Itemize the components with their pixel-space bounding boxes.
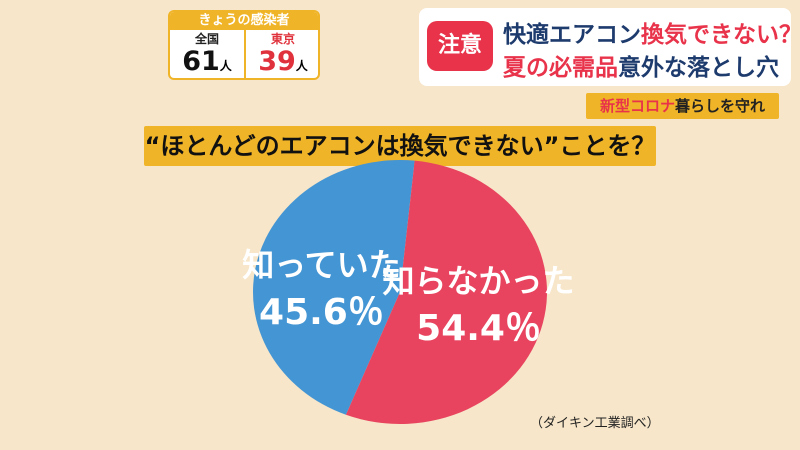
headline-line-1-plain: 快適エアコン [503, 22, 641, 48]
headline-line-2-accent: 夏の必需品 [503, 55, 618, 81]
infection-count-box: きょうの感染者 全国 61人 東京 39人 [168, 10, 320, 80]
national-value: 61 [182, 46, 220, 77]
headline-box: 注意 快適エアコン換気できない？ 夏の必需品意外な落とし穴 [419, 8, 800, 86]
national-count: 全国 61人 [170, 30, 246, 78]
pie-slice-knew [252, 159, 415, 415]
headline-line-1-accent: 換気できない？ [641, 22, 800, 48]
pie-value-did-not-know: 54.4％ [416, 308, 541, 349]
tokyo-value: 39 [258, 46, 296, 77]
pie-label-knew: 知っていた [242, 246, 400, 284]
corner-label-accent: 新型コロナ [599, 97, 675, 115]
caution-badge: 注意 [427, 21, 493, 71]
source-note: （ダイキン工業調べ） [530, 416, 660, 431]
national-unit: 人 [219, 59, 232, 73]
national-label: 全国 [194, 32, 219, 46]
headline-line-2-plain: 意外な落とし穴 [618, 55, 779, 81]
pie-label-did-not-know: 知らなかった [383, 262, 575, 300]
infection-count-title: きょうの感染者 [170, 12, 318, 30]
tokyo-count: 東京 39人 [246, 30, 318, 78]
corner-label: 新型コロナ暮らしを守れ [586, 93, 779, 119]
headline-line-1: 快適エアコン換気できない？ [503, 15, 800, 49]
tokyo-value-row: 39人 [246, 46, 318, 77]
pie-value-knew: 45.6％ [259, 292, 384, 333]
tokyo-label: 東京 [270, 32, 295, 46]
corner-label-rest: 暮らしを守れ [675, 97, 766, 115]
national-value-row: 61人 [170, 47, 244, 77]
pie-slice-did-not-know [345, 160, 547, 424]
question-banner: “ほとんどのエアコンは換気できない”ことを？ [144, 126, 656, 166]
headline-line-2: 夏の必需品意外な落とし穴 [503, 48, 779, 82]
tokyo-unit: 人 [295, 59, 308, 73]
